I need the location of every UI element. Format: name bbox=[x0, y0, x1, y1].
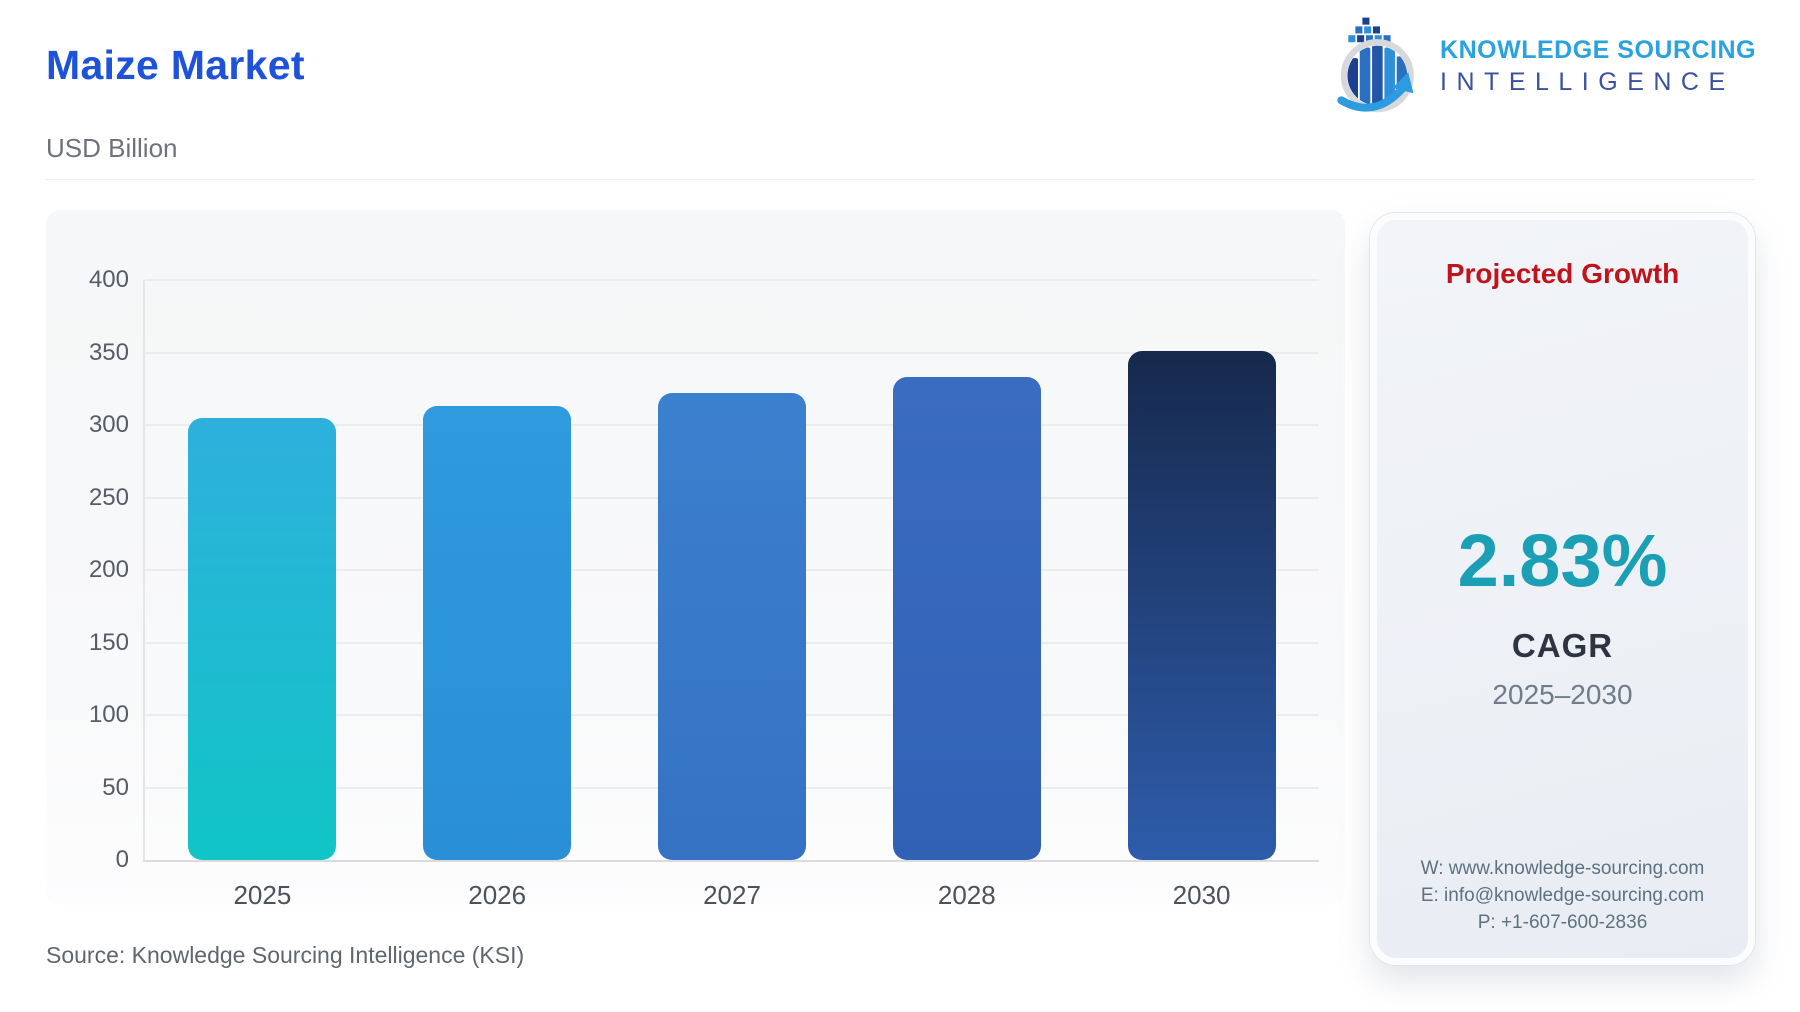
arrow-icon bbox=[1337, 72, 1414, 112]
bar-2027 bbox=[658, 393, 806, 860]
cagr-period: 2025–2030 bbox=[1492, 679, 1633, 710]
y-axis-tick-50: 50 bbox=[102, 773, 129, 801]
y-axis-tick-100: 100 bbox=[88, 701, 129, 728]
y-axis-tick-0: 0 bbox=[115, 846, 129, 873]
pixel-squares bbox=[1348, 17, 1391, 43]
bar-2028 bbox=[892, 377, 1041, 860]
chart-units-label: USD Billion bbox=[46, 133, 178, 163]
x-axis-label-2027: 2027 bbox=[703, 880, 761, 910]
x-axis-label-2030: 2030 bbox=[1172, 880, 1231, 910]
gridline-400 bbox=[145, 279, 1319, 281]
source-note: Source: Knowledge Sourcing Intelligence … bbox=[46, 942, 525, 968]
cagr-value: 2.83% bbox=[1457, 519, 1668, 602]
bar-chart-plot: 0 50 100 150 200 250 300 350 400 2025 2026 2027 2028… bbox=[89, 266, 1319, 910]
logo-line1: KNOWLEDGE SOURCING bbox=[1440, 35, 1756, 64]
gridline-350 bbox=[145, 351, 1319, 354]
contact-block: W: www.knowledge-sourcing.com E: info@kn… bbox=[1421, 855, 1705, 936]
brand-logo: KNOWLEDGE SOURCING INTELLIGENCE bbox=[1336, 16, 1756, 116]
contact-phone: P: +1-607-600-2836 bbox=[1477, 912, 1648, 933]
x-axis-label-2028: 2028 bbox=[937, 880, 996, 910]
cagr-label: CAGR bbox=[1511, 627, 1614, 664]
x-axis-label-2026: 2026 bbox=[468, 880, 527, 910]
logo-line2: INTELLIGENCE bbox=[1440, 67, 1735, 96]
bar-2025 bbox=[188, 418, 337, 860]
page-title: Maize Market bbox=[46, 42, 305, 88]
x-axis-label-2025: 2025 bbox=[233, 880, 292, 910]
bar-2026 bbox=[423, 406, 572, 860]
growth-card-heading: Projected Growth bbox=[1445, 258, 1680, 289]
contact-email: E: info@knowledge-sourcing.com bbox=[1420, 885, 1705, 906]
y-axis-tick-250: 250 bbox=[88, 483, 129, 511]
y-axis-tick-150: 150 bbox=[88, 628, 129, 656]
y-axis-tick-200: 200 bbox=[88, 556, 129, 583]
contact-website: W: www.knowledge-sourcing.com bbox=[1420, 858, 1705, 879]
y-axis-tick-400: 400 bbox=[88, 266, 129, 293]
logo-text: KNOWLEDGE SOURCING INTELLIGENCE bbox=[1440, 36, 1756, 97]
y-axis-tick-300: 300 bbox=[88, 411, 129, 438]
header-divider bbox=[46, 179, 1754, 180]
bar-2030 bbox=[1127, 351, 1276, 860]
y-axis-tick-350: 350 bbox=[88, 338, 129, 366]
projected-growth-card: Projected Growth 2.83% CAGR 2025–2030 W:… bbox=[1370, 213, 1755, 965]
bar-chart-globe-arrow-icon bbox=[1337, 17, 1414, 113]
chart-panel: 0 50 100 150 200 250 300 350 400 2025 2026 2027 2028… bbox=[46, 210, 1345, 910]
